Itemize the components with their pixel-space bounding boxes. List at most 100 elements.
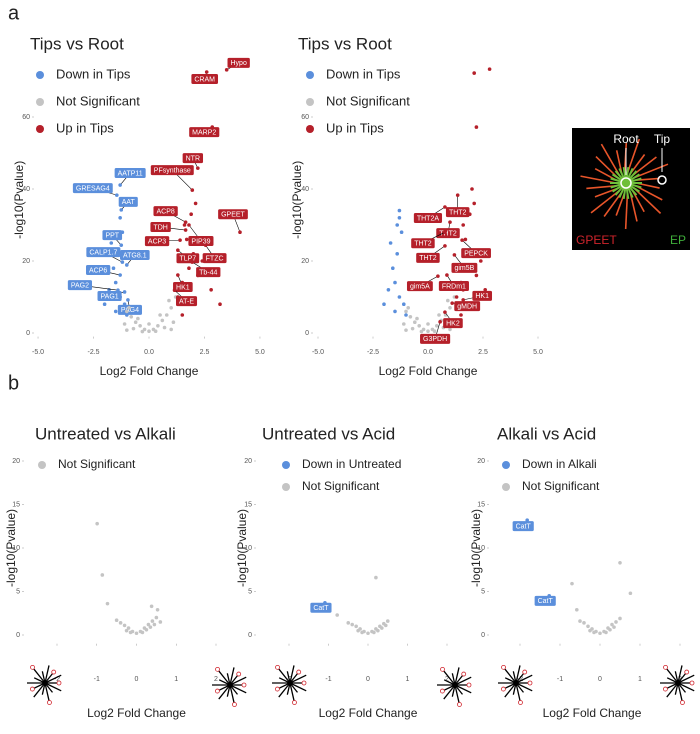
flagellum bbox=[626, 138, 641, 174]
data-point bbox=[119, 243, 124, 247]
data-point bbox=[146, 622, 151, 627]
icon-tip bbox=[214, 688, 220, 694]
data-point bbox=[426, 322, 430, 326]
icon-line bbox=[512, 682, 517, 695]
data-point bbox=[122, 322, 127, 326]
annotation-label: Tb-44 bbox=[199, 269, 217, 276]
data-point bbox=[618, 616, 622, 621]
annotation-label: CALP1.7 bbox=[89, 249, 117, 256]
inset-label: Tip bbox=[654, 132, 671, 146]
data-point bbox=[461, 223, 466, 227]
data-point bbox=[399, 230, 404, 234]
data-point bbox=[460, 238, 464, 242]
icon-line bbox=[289, 682, 307, 692]
annotation-box bbox=[227, 57, 250, 68]
annotation-label: PFsynthase bbox=[154, 167, 191, 174]
volcano-plot: Tips vs Root Log2 Fold Change -log10(Pvalu… bbox=[290, 34, 543, 378]
icon-line bbox=[443, 684, 456, 700]
data-point bbox=[95, 521, 99, 526]
data-point bbox=[628, 591, 633, 596]
data-point bbox=[126, 626, 131, 630]
data-point bbox=[144, 627, 149, 632]
data-point bbox=[158, 313, 162, 317]
annotation-box bbox=[534, 595, 556, 606]
annotation-label: TLP7 bbox=[179, 256, 196, 263]
icon-line bbox=[454, 684, 472, 694]
chart-title: Tips vs Root bbox=[298, 34, 392, 53]
icon-tip bbox=[522, 669, 528, 675]
data-point bbox=[120, 260, 125, 264]
data-point bbox=[105, 601, 110, 606]
data-point bbox=[189, 212, 193, 216]
icon-line bbox=[674, 671, 679, 684]
data-point bbox=[190, 188, 195, 192]
annotation-box bbox=[461, 248, 491, 259]
annotation-label: ACP6 bbox=[89, 267, 107, 274]
icon-line bbox=[218, 679, 231, 686]
annotation-box bbox=[451, 262, 478, 273]
data-point bbox=[614, 620, 618, 624]
data-point bbox=[395, 223, 400, 227]
legend-label: Up in Tips bbox=[326, 120, 384, 135]
data-point bbox=[128, 630, 133, 635]
flagellum bbox=[590, 189, 620, 214]
annotation-box bbox=[144, 236, 170, 247]
x-axis-label: Log2 Fold Change bbox=[319, 706, 418, 720]
icon-line bbox=[515, 673, 524, 684]
x-tick-label: 0.0 bbox=[144, 349, 154, 356]
flagellum bbox=[580, 175, 617, 184]
annotation-label: PEPCK bbox=[464, 250, 488, 257]
inset-label: Root bbox=[613, 132, 639, 146]
icon-line bbox=[443, 670, 456, 686]
data-point bbox=[360, 630, 364, 635]
icon-tip bbox=[56, 680, 62, 686]
y-axis-label: -log10(Pvalue) bbox=[4, 509, 18, 587]
y-tick-label: 20 bbox=[301, 258, 309, 265]
data-point bbox=[118, 273, 122, 277]
legend-marker bbox=[306, 98, 314, 106]
panel-label: a bbox=[8, 2, 20, 24]
annotation-box bbox=[67, 280, 93, 291]
data-point bbox=[171, 320, 176, 325]
icon-line bbox=[454, 675, 463, 686]
data-point bbox=[350, 622, 355, 627]
icon-line bbox=[451, 673, 456, 686]
flagellum bbox=[624, 192, 629, 230]
y-axis-label: -log10(Pvalue) bbox=[12, 161, 26, 239]
annotation-label: HK1 bbox=[475, 293, 489, 300]
data-point bbox=[125, 309, 129, 314]
data-point bbox=[610, 622, 614, 627]
annotation-label: TDH bbox=[153, 224, 167, 231]
annotation-label: MARP2 bbox=[192, 129, 216, 136]
data-point bbox=[463, 237, 468, 242]
data-point bbox=[383, 623, 388, 628]
data-point bbox=[461, 298, 466, 302]
data-point bbox=[178, 238, 182, 242]
legend-label: Down in Tips bbox=[56, 66, 131, 81]
inset-image: Root Tip GPEET EP bbox=[572, 128, 690, 250]
y-tick-label: 0 bbox=[481, 632, 485, 639]
data-point bbox=[118, 183, 122, 187]
icon-tip bbox=[457, 702, 462, 707]
icon-line bbox=[226, 684, 231, 697]
annotation-box bbox=[413, 213, 443, 223]
icon-line bbox=[504, 668, 517, 684]
icon-line bbox=[512, 671, 517, 684]
data-point bbox=[575, 607, 579, 612]
data-point bbox=[142, 327, 147, 332]
data-point bbox=[443, 205, 447, 209]
data-point bbox=[153, 329, 158, 334]
data-point bbox=[114, 618, 119, 623]
annotation-box bbox=[443, 318, 463, 329]
x-tick-label: -1 bbox=[557, 676, 563, 683]
icon-tip bbox=[689, 680, 695, 686]
data-point bbox=[162, 325, 167, 330]
icon-tip bbox=[440, 666, 445, 672]
data-point bbox=[410, 326, 415, 331]
data-point bbox=[413, 320, 417, 325]
icon-tip bbox=[236, 671, 242, 677]
data-point bbox=[608, 627, 612, 632]
legend-label: Down in Tips bbox=[326, 66, 401, 81]
data-point bbox=[183, 228, 188, 232]
data-point bbox=[124, 628, 129, 633]
